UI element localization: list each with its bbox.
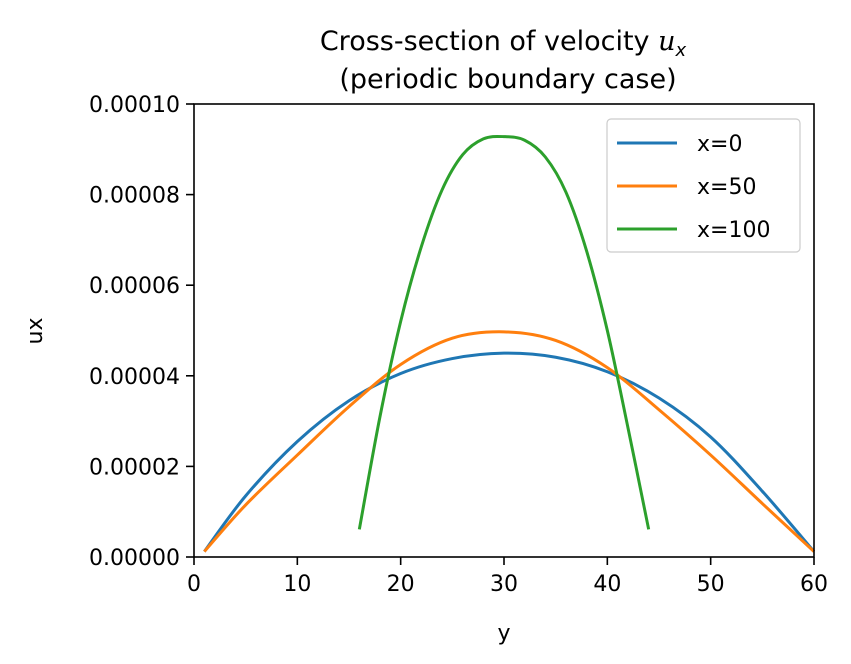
legend-label: x=50 bbox=[697, 175, 756, 200]
chart-title-subscript: x bbox=[675, 40, 687, 61]
y-tick-label: 0.00006 bbox=[89, 274, 180, 299]
chart-title-line1: Cross-section of velocity ux bbox=[320, 26, 687, 61]
chart-title-main: Cross-section of velocity bbox=[320, 26, 658, 57]
series-line-3 bbox=[357, 134, 651, 530]
chart-title-line2: (periodic boundary case) bbox=[339, 64, 676, 95]
series-line-1 bbox=[203, 351, 816, 553]
series-line-2 bbox=[203, 330, 816, 553]
legend-frame bbox=[606, 118, 801, 253]
y-tick-label: 0.00008 bbox=[89, 184, 180, 209]
legend-label: x=0 bbox=[697, 132, 742, 157]
x-axis-label: y bbox=[497, 621, 510, 646]
x-tick-label: 20 bbox=[387, 572, 415, 597]
y-axis-label: ux bbox=[23, 318, 48, 345]
x-tick-label: 40 bbox=[593, 572, 621, 597]
x-tick-label: 0 bbox=[187, 572, 201, 597]
x-tick-label: 60 bbox=[800, 572, 828, 597]
y-tick-label: 0.00004 bbox=[89, 365, 180, 390]
series-layer bbox=[203, 134, 816, 553]
x-tick-label: 10 bbox=[283, 572, 311, 597]
y-tick-label: 0.00002 bbox=[89, 455, 180, 480]
chart-title-math: u bbox=[658, 26, 675, 57]
legend: x=0 x=50 x=100 bbox=[606, 118, 801, 253]
legend-label: x=100 bbox=[697, 218, 770, 243]
x-tick-label: 50 bbox=[697, 572, 725, 597]
y-tick-label: 0.00000 bbox=[89, 546, 180, 571]
x-axis: 0 10 20 30 40 50 60 bbox=[187, 557, 828, 597]
y-axis: 0.00000 0.00002 0.00004 0.00006 0.00008 0.000… bbox=[89, 93, 194, 571]
x-tick-label: 30 bbox=[490, 572, 518, 597]
y-tick-label: 0.00010 bbox=[89, 93, 180, 118]
